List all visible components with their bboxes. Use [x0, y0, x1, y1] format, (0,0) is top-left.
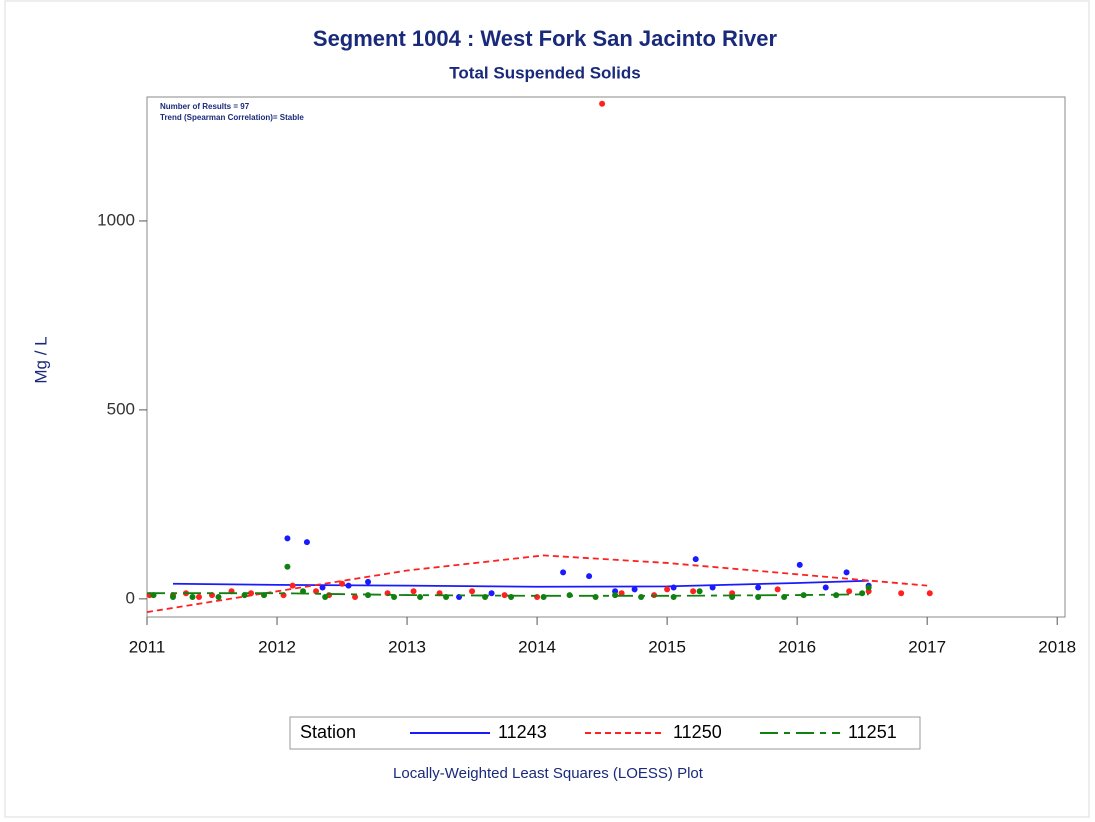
- point: [261, 592, 268, 599]
- point: [150, 592, 157, 599]
- point: [289, 582, 296, 589]
- y-tick-label: 1000: [97, 210, 135, 229]
- point: [800, 592, 807, 599]
- point: [670, 593, 677, 600]
- point: [664, 586, 671, 593]
- point: [248, 590, 255, 597]
- point: [215, 593, 222, 600]
- point: [755, 584, 762, 591]
- x-tick-label: 2018: [1038, 637, 1076, 656]
- point: [822, 584, 829, 591]
- point: [417, 593, 424, 600]
- annotation: Trend (Spearman Correlation)= Stable: [160, 113, 304, 122]
- point: [566, 592, 573, 599]
- point: [592, 593, 599, 600]
- point: [469, 588, 476, 595]
- point: [534, 593, 541, 600]
- point: [846, 588, 853, 595]
- legend-label: 11243: [498, 722, 547, 742]
- point: [618, 590, 625, 597]
- point: [926, 590, 933, 597]
- loess-line: [147, 592, 869, 597]
- point: [696, 588, 703, 595]
- y-tick-label: 0: [126, 588, 135, 607]
- y-axis-label: Mg / L: [31, 336, 50, 383]
- legend-label: 11250: [673, 722, 722, 742]
- legend-box: [289, 716, 921, 750]
- point: [322, 593, 329, 600]
- point: [303, 539, 310, 546]
- point: [300, 588, 307, 595]
- loess-line: [172, 579, 869, 588]
- point: [833, 592, 840, 599]
- point: [843, 569, 850, 576]
- point: [690, 588, 697, 595]
- point: [482, 593, 489, 600]
- point: [345, 582, 352, 589]
- legend-title: Station: [300, 722, 356, 742]
- x-tick-label: 2017: [908, 637, 946, 656]
- point: [501, 592, 508, 599]
- point: [540, 593, 547, 600]
- point: [586, 573, 593, 580]
- point: [898, 590, 905, 597]
- outer-border: [4, 0, 1090, 818]
- point: [709, 584, 716, 591]
- x-tick-label: 2016: [778, 637, 816, 656]
- point: [284, 535, 291, 542]
- point: [284, 563, 291, 570]
- point: [410, 588, 417, 595]
- point: [196, 593, 203, 600]
- point: [859, 590, 866, 597]
- point: [670, 584, 677, 591]
- point: [631, 586, 638, 593]
- point: [488, 590, 495, 597]
- loess-line: [146, 554, 928, 613]
- x-tick-label: 2013: [388, 637, 426, 656]
- chart-title: Segment 1004 : West Fork San Jacinto Riv…: [313, 26, 778, 51]
- y-tick-label: 500: [107, 399, 135, 418]
- point: [865, 584, 872, 591]
- x-tick-label: 2015: [648, 637, 686, 656]
- point: [560, 569, 567, 576]
- plot-frame: [146, 96, 1066, 618]
- point: [692, 556, 699, 563]
- point: [508, 593, 515, 600]
- point: [352, 593, 359, 600]
- point: [781, 593, 788, 600]
- footer: Locally-Weighted Least Squares (LOESS) P…: [393, 765, 704, 782]
- point: [319, 584, 326, 591]
- point: [189, 593, 196, 600]
- point: [599, 100, 606, 107]
- legend-label: 11251: [848, 722, 897, 742]
- point: [443, 593, 450, 600]
- point: [241, 592, 248, 599]
- point: [391, 593, 398, 600]
- point: [774, 586, 781, 593]
- point: [729, 593, 736, 600]
- point: [365, 578, 372, 585]
- x-tick-label: 2014: [518, 637, 556, 656]
- point: [339, 580, 346, 587]
- annotation: Number of Results = 97: [160, 102, 250, 111]
- point: [365, 592, 372, 599]
- chart-subtitle: Total Suspended Solids: [449, 63, 640, 82]
- point: [638, 593, 645, 600]
- x-tick-label: 2011: [129, 637, 166, 656]
- point: [755, 593, 762, 600]
- x-tick-label: 2012: [258, 637, 296, 656]
- point: [170, 593, 177, 600]
- point: [313, 588, 320, 595]
- point: [796, 561, 803, 568]
- point: [612, 592, 619, 599]
